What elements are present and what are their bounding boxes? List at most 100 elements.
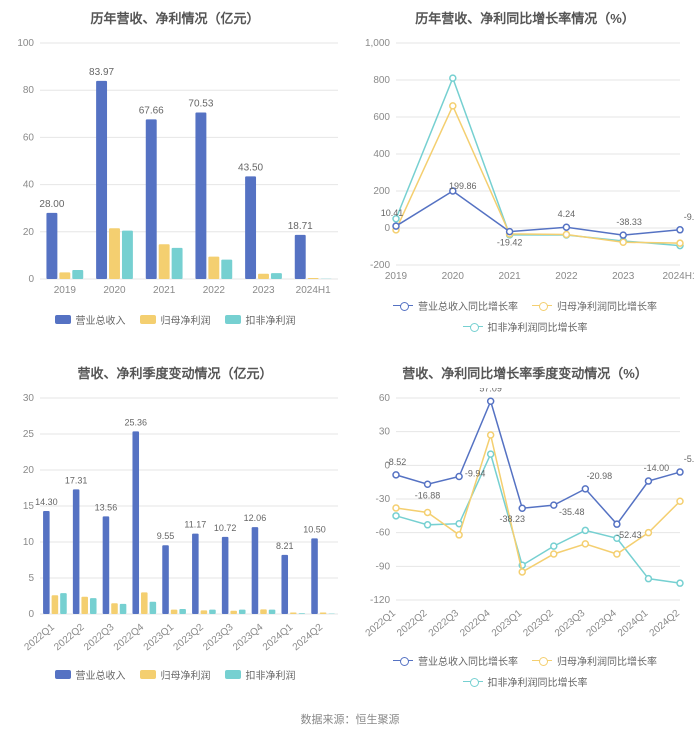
chart-plot-tr: -20002004006008001,00010.41199.86-19.424… (356, 33, 694, 294)
svg-text:43.50: 43.50 (238, 162, 263, 173)
svg-text:2024Q2: 2024Q2 (648, 608, 683, 640)
svg-text:28.00: 28.00 (39, 199, 64, 210)
svg-text:-5.98: -5.98 (684, 454, 694, 464)
chart-plot-bl: 05101520253014.3017.3113.5625.369.5511.1… (6, 388, 344, 663)
svg-text:30: 30 (23, 393, 35, 404)
swatch (225, 315, 241, 324)
swatch (140, 315, 156, 324)
svg-text:10.50: 10.50 (303, 524, 326, 534)
legend-label: 扣非净利润同比增长率 (488, 674, 588, 689)
svg-text:2021: 2021 (153, 285, 176, 296)
svg-text:5: 5 (28, 573, 34, 584)
svg-text:10: 10 (23, 537, 35, 548)
legend-label: 营业总收入 (76, 312, 126, 327)
svg-text:2024Q1: 2024Q1 (261, 622, 296, 654)
svg-text:2022Q2: 2022Q2 (52, 622, 87, 654)
svg-text:199.86: 199.86 (449, 181, 477, 191)
data-source-footer: 数据来源：恒生聚源 (0, 710, 700, 727)
svg-text:-20.98: -20.98 (587, 471, 613, 481)
svg-text:17.31: 17.31 (65, 475, 88, 485)
legend-label: 营业总收入同比增长率 (418, 298, 518, 313)
legend-label: 归母净利润 (161, 312, 211, 327)
svg-text:9.55: 9.55 (157, 531, 175, 541)
panel-quarterly-revenue-profit: 营收、净利季度变动情况（亿元） 05101520253014.3017.3113… (0, 355, 350, 710)
svg-text:2022Q1: 2022Q1 (364, 608, 399, 640)
svg-text:-90: -90 (376, 561, 391, 572)
svg-text:70.53: 70.53 (188, 99, 213, 110)
svg-text:2024H1: 2024H1 (296, 285, 331, 296)
svg-text:2019: 2019 (385, 271, 408, 282)
swatch (532, 301, 552, 311)
svg-text:100: 100 (17, 38, 34, 49)
legend-label: 扣非净利润 (246, 312, 296, 327)
chart-title: 历年营收、净利情况（亿元） (6, 8, 344, 27)
legend-item: 营业总收入同比增长率 (393, 653, 518, 668)
legend-item: 归母净利润 (140, 312, 211, 327)
svg-text:-9.67: -9.67 (684, 212, 694, 222)
svg-text:13.56: 13.56 (95, 502, 118, 512)
legend-label: 扣非净利润同比增长率 (488, 319, 588, 334)
svg-text:2023Q2: 2023Q2 (171, 622, 206, 654)
swatch (463, 322, 483, 332)
swatch (532, 656, 552, 666)
svg-text:30: 30 (379, 427, 391, 438)
svg-text:40: 40 (23, 180, 35, 191)
svg-text:-120: -120 (370, 595, 390, 606)
swatch (55, 670, 71, 679)
legend-item: 营业总收入同比增长率 (393, 298, 518, 313)
svg-text:2022: 2022 (555, 271, 578, 282)
svg-text:400: 400 (373, 149, 390, 160)
panel-annual-growth: 历年营收、净利同比增长率情况（%） -20002004006008001,000… (350, 0, 700, 355)
svg-text:2023Q3: 2023Q3 (201, 622, 236, 654)
svg-text:800: 800 (373, 75, 390, 86)
legend-tl: 营业总收入 归母净利润 扣非净利润 (6, 312, 344, 327)
svg-text:2022Q1: 2022Q1 (22, 622, 57, 654)
svg-text:2022Q3: 2022Q3 (427, 608, 462, 640)
svg-text:2023Q3: 2023Q3 (553, 608, 588, 640)
legend-tr: 营业总收入同比增长率 归母净利润同比增长率 扣非净利润同比增长率 (356, 298, 694, 334)
svg-text:18.71: 18.71 (288, 221, 313, 232)
svg-text:-30: -30 (376, 494, 391, 505)
svg-text:200: 200 (373, 186, 390, 197)
legend-item: 营业总收入 (55, 667, 126, 682)
svg-text:2019: 2019 (54, 285, 77, 296)
svg-text:0: 0 (28, 609, 34, 620)
legend-label: 营业总收入 (76, 667, 126, 682)
svg-text:2022Q4: 2022Q4 (458, 608, 493, 640)
svg-text:67.66: 67.66 (139, 105, 164, 116)
svg-text:83.97: 83.97 (89, 67, 114, 78)
svg-text:12.06: 12.06 (244, 513, 267, 523)
svg-text:20: 20 (23, 227, 35, 238)
svg-text:14.30: 14.30 (35, 497, 58, 507)
chart-title: 历年营收、净利同比增长率情况（%） (356, 8, 694, 27)
svg-text:2022Q4: 2022Q4 (112, 622, 147, 654)
svg-text:10.41: 10.41 (381, 208, 404, 218)
legend-label: 扣非净利润 (246, 667, 296, 682)
svg-text:4.24: 4.24 (558, 209, 576, 219)
svg-text:2023Q2: 2023Q2 (521, 608, 556, 640)
svg-text:15: 15 (23, 501, 35, 512)
svg-text:-8.52: -8.52 (386, 457, 407, 467)
svg-text:25.36: 25.36 (124, 417, 147, 427)
swatch (55, 315, 71, 324)
svg-text:2023: 2023 (612, 271, 635, 282)
svg-text:8.21: 8.21 (276, 541, 294, 551)
svg-text:0: 0 (28, 274, 34, 285)
legend-br: 营业总收入同比增长率 归母净利润同比增长率 扣非净利润同比增长率 (356, 653, 694, 689)
svg-text:20: 20 (23, 465, 35, 476)
legend-label: 归母净利润同比增长率 (557, 653, 657, 668)
svg-text:-16.88: -16.88 (415, 490, 441, 500)
legend-label: 归母净利润同比增长率 (557, 298, 657, 313)
svg-text:-52.43: -52.43 (616, 530, 642, 540)
svg-text:2022: 2022 (203, 285, 226, 296)
svg-text:2021: 2021 (498, 271, 521, 282)
swatch (393, 656, 413, 666)
svg-text:57.09: 57.09 (479, 388, 502, 393)
legend-bl: 营业总收入 归母净利润 扣非净利润 (6, 667, 344, 682)
svg-text:25: 25 (23, 429, 35, 440)
svg-text:-9.94: -9.94 (465, 468, 486, 478)
swatch (393, 301, 413, 311)
legend-label: 归母净利润 (161, 667, 211, 682)
svg-text:-14.00: -14.00 (644, 463, 670, 473)
svg-text:-38.33: -38.33 (616, 217, 642, 227)
